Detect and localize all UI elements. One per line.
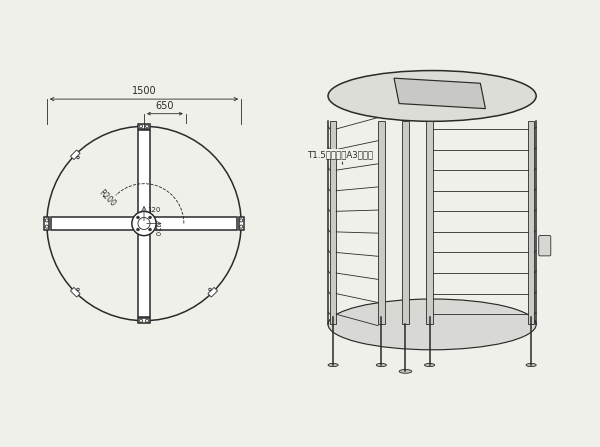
FancyBboxPatch shape [402, 121, 409, 325]
Circle shape [137, 228, 139, 231]
Text: 650: 650 [155, 101, 174, 111]
FancyBboxPatch shape [239, 217, 244, 230]
FancyBboxPatch shape [138, 130, 150, 224]
Circle shape [149, 216, 151, 219]
Circle shape [132, 211, 156, 236]
FancyBboxPatch shape [144, 218, 237, 229]
Ellipse shape [399, 370, 412, 373]
FancyBboxPatch shape [138, 224, 150, 317]
FancyBboxPatch shape [539, 236, 551, 256]
Ellipse shape [526, 363, 536, 367]
FancyBboxPatch shape [427, 121, 433, 325]
FancyBboxPatch shape [528, 121, 534, 325]
Ellipse shape [328, 363, 338, 367]
Polygon shape [208, 287, 218, 297]
Polygon shape [70, 287, 80, 297]
FancyBboxPatch shape [137, 124, 151, 129]
Text: T1.5内部一圈A3板加强: T1.5内部一圈A3板加强 [308, 150, 374, 164]
Ellipse shape [328, 299, 536, 350]
Circle shape [149, 228, 151, 231]
FancyBboxPatch shape [44, 217, 49, 230]
Circle shape [137, 216, 139, 219]
Polygon shape [70, 150, 80, 160]
Ellipse shape [425, 363, 434, 367]
Ellipse shape [376, 363, 386, 367]
Text: 1500: 1500 [131, 86, 157, 96]
Ellipse shape [328, 71, 536, 121]
FancyBboxPatch shape [330, 121, 336, 325]
Text: 120: 120 [147, 207, 160, 213]
Polygon shape [394, 78, 485, 109]
Text: R200: R200 [97, 188, 117, 208]
FancyBboxPatch shape [378, 121, 385, 325]
FancyBboxPatch shape [137, 318, 151, 323]
FancyBboxPatch shape [51, 218, 144, 229]
Text: 120: 120 [153, 223, 159, 236]
